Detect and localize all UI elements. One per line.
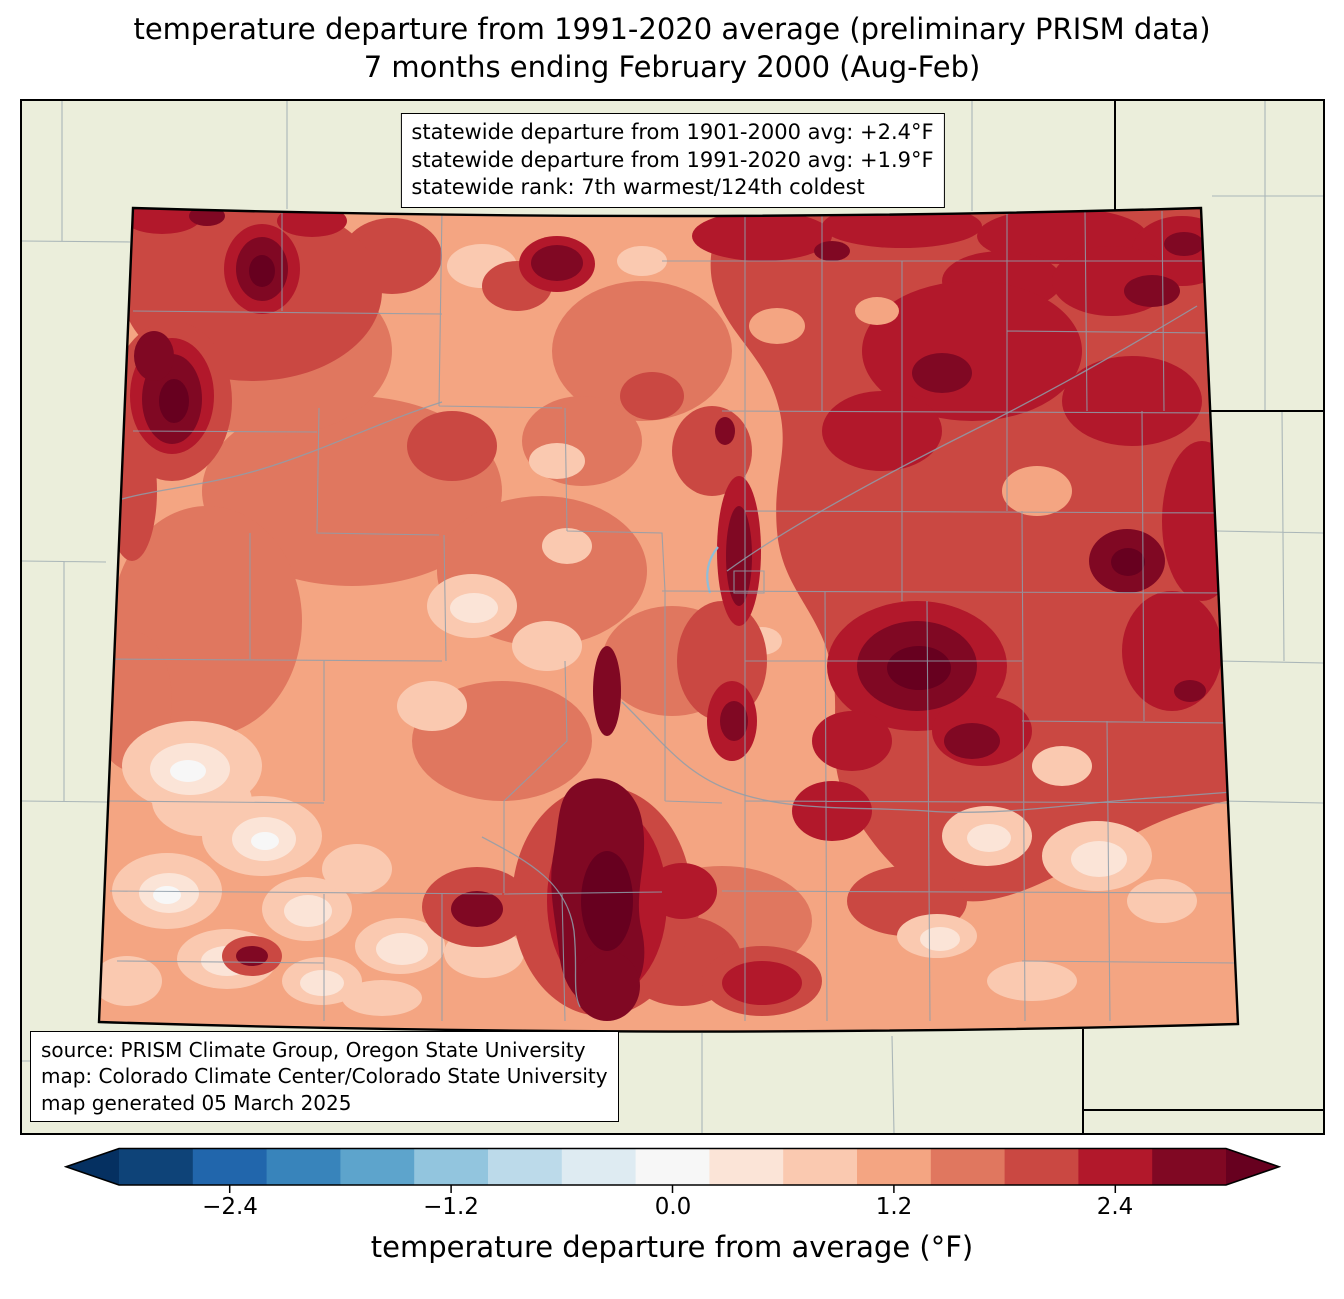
rivers — [111, 305, 1233, 1008]
contour-layer-white — [153, 760, 279, 904]
map-plot: statewide departure from 1901-2000 avg: … — [20, 99, 1325, 1135]
title-line-1: temperature departure from 1991-2020 ave… — [133, 12, 1211, 46]
source-line-2: map: Colorado Climate Center/Colorado St… — [41, 1064, 608, 1089]
colorbar-tick-label: −1.2 — [423, 1194, 479, 1220]
colorado-temperature-map — [22, 101, 1323, 1133]
colorbar — [64, 1147, 1281, 1193]
source-line-1: source: PRISM Climate Group, Oregon Stat… — [41, 1037, 586, 1062]
colorbar-outline — [64, 1147, 1281, 1186]
contour-layer-maroon — [134, 208, 1206, 1021]
neighbor-county-lines — [22, 101, 1323, 1133]
colorbar-tick-label: 1.2 — [875, 1194, 913, 1220]
colorbar-axis-label: temperature departure from average (°F) — [370, 1230, 974, 1264]
stats-line-1: statewide departure from 1901-2000 avg: … — [411, 120, 934, 144]
platte-river-blue — [706, 546, 719, 594]
colorbar-tick-label: 2.4 — [1096, 1194, 1134, 1220]
county-lines — [99, 208, 1238, 1022]
stats-line-2: statewide departure from 1991-2020 avg: … — [411, 147, 934, 172]
contour-layer-darkest — [159, 255, 1145, 951]
colorbar-tick-label: 0.0 — [654, 1194, 692, 1220]
title-line-2: 7 months ending February 2000 (Aug-Feb) — [363, 50, 981, 84]
figure-title: temperature departure from 1991-2020 ave… — [0, 10, 1344, 86]
source-line-3: map generated 05 March 2025 — [41, 1090, 352, 1115]
contour-fill — [99, 208, 1238, 1032]
colorbar-tick-label: −2.4 — [202, 1194, 258, 1220]
contour-layer-se-pale — [920, 824, 1127, 951]
state-border — [97, 206, 1240, 1033]
source-box: source: PRISM Climate Group, Oregon Stat… — [30, 1030, 619, 1122]
colorbar-under-arrow — [66, 1148, 119, 1185]
statewide-stats-box: statewide departure from 1901-2000 avg: … — [400, 113, 945, 209]
colorbar-over-arrow — [1226, 1148, 1279, 1185]
colorbar-ticks — [228, 1185, 1117, 1193]
colorbar-segments — [119, 1148, 1226, 1185]
stats-line-3: statewide rank: 7th warmest/124th coldes… — [411, 175, 865, 200]
neighbor-state-borders — [1082, 101, 1323, 1133]
contour-layer-salmon-spots — [749, 297, 1072, 516]
